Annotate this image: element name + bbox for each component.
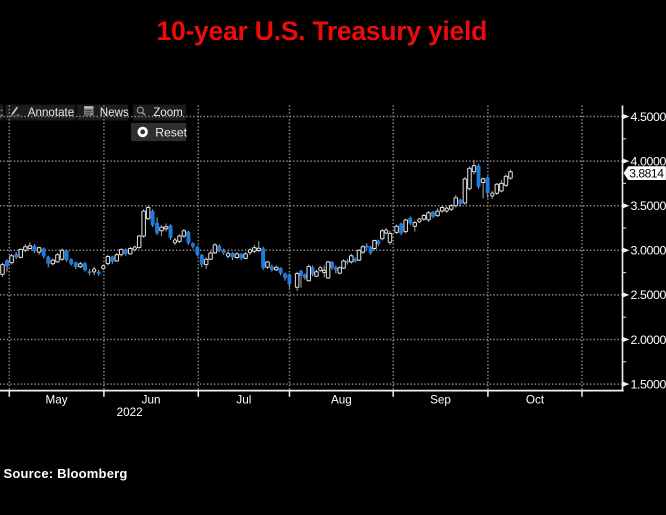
svg-text:2.0000: 2.0000 — [631, 333, 666, 347]
svg-text:2.5000: 2.5000 — [631, 288, 666, 302]
svg-text:Source: Bloomberg: Source: Bloomberg — [4, 466, 128, 481]
svg-text:1.5000: 1.5000 — [631, 377, 666, 391]
svg-text:2022: 2022 — [117, 406, 143, 419]
svg-text:Aug: Aug — [331, 393, 352, 406]
svg-text:Sep: Sep — [430, 393, 451, 406]
svg-text:3.5000: 3.5000 — [631, 199, 666, 213]
svg-text:News: News — [100, 106, 129, 119]
svg-text:Reset: Reset — [155, 125, 187, 139]
svg-text:May: May — [46, 393, 68, 406]
svg-text:4.0000: 4.0000 — [631, 154, 666, 168]
svg-text:10-year U.S. Treasury yield: 10-year U.S. Treasury yield — [157, 16, 488, 46]
svg-text:Jun: Jun — [142, 393, 161, 406]
svg-text:Zoom: Zoom — [153, 106, 183, 119]
svg-text:Annotate: Annotate — [28, 106, 74, 119]
svg-text:Oct: Oct — [526, 393, 545, 406]
svg-text:3.8814: 3.8814 — [629, 167, 664, 181]
svg-text:3.0000: 3.0000 — [631, 244, 666, 258]
svg-text:4.5000: 4.5000 — [631, 110, 666, 124]
svg-text:Jul: Jul — [236, 393, 251, 406]
